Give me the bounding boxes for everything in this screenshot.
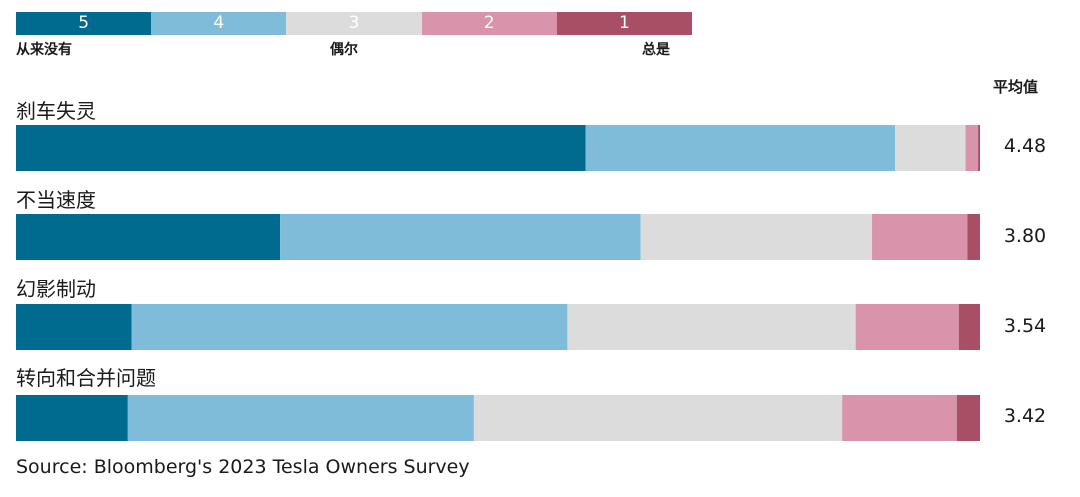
legend-swatch-3: 3 (286, 12, 422, 35)
bar-segment-score-3-row-2 (640, 214, 873, 260)
bar-segment-score-5-row-3 (16, 304, 132, 350)
bar-segment-score-3-row-1 (895, 125, 966, 171)
bar-segment-score-2-row-2 (872, 214, 968, 260)
legend-label-never: 从来没有 (16, 42, 72, 58)
average-value: 3.80 (1003, 225, 1047, 247)
legend-swatch-2: 2 (421, 12, 557, 35)
category-label-improper-speed: 不当速度 (16, 188, 96, 212)
bar-segment-score-1-row-1 (978, 125, 980, 171)
bar-segment-score-4-row-3 (131, 304, 568, 350)
bar-segment-score-4-row-1 (585, 125, 896, 171)
legend-label-always: 总是 (642, 42, 670, 58)
average-value: 3.42 (1003, 405, 1047, 427)
bar-segment-score-1-row-4 (956, 395, 980, 441)
category-label-steering-merging: 转向和合并问题 (16, 366, 156, 390)
bar-segment-score-2-row-3 (855, 304, 959, 350)
bar-segment-score-4-row-4 (127, 395, 474, 441)
bar-segment-score-2-row-4 (842, 395, 957, 441)
bar-segment-score-1-row-2 (967, 214, 980, 260)
legend: 5 4 3 2 1 从来没有 偶尔 总是 (16, 12, 693, 59)
bar-segment-score-4-row-2 (280, 214, 641, 260)
legend-swatch-1: 1 (556, 12, 693, 35)
source-note: Source: Bloomberg's 2023 Tesla Owners Su… (16, 456, 470, 478)
average-value: 3.54 (1003, 315, 1047, 337)
category-label-brake-failure: 刹车失灵 (16, 99, 96, 123)
bar-segment-score-3-row-4 (473, 395, 843, 441)
bar-segment-score-1-row-3 (958, 304, 980, 350)
legend-swatch-4: 4 (151, 12, 287, 35)
average-header: 平均值 (992, 78, 1038, 96)
category-label-phantom-braking: 幻影制动 (16, 277, 96, 301)
bar-segment-score-5-row-4 (16, 395, 128, 441)
bar-segment-score-2-row-1 (965, 125, 979, 171)
bar-segment-score-3-row-3 (567, 304, 856, 350)
average-value: 4.48 (1003, 135, 1047, 157)
bar-segment-score-5-row-2 (16, 214, 281, 260)
bar-segment-score-5-row-1 (16, 125, 586, 171)
legend-label-sometimes: 偶尔 (330, 42, 358, 58)
legend-swatch-5: 5 (16, 12, 152, 35)
